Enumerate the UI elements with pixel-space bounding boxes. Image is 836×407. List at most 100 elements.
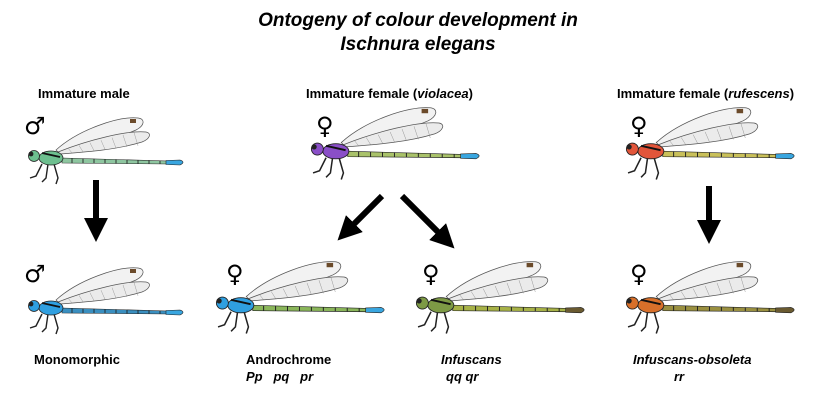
damselfly-monomorphic-male bbox=[28, 267, 184, 335]
wing-vein bbox=[271, 291, 276, 299]
eye bbox=[216, 298, 222, 304]
leg bbox=[325, 157, 334, 178]
thorax-stripe bbox=[41, 152, 61, 158]
wing-vein bbox=[111, 137, 117, 149]
leg bbox=[640, 311, 649, 332]
wing-vein bbox=[294, 285, 300, 296]
wing-vein bbox=[78, 145, 84, 152]
legs bbox=[29, 313, 59, 335]
leg bbox=[41, 163, 49, 183]
pterostigma bbox=[736, 262, 744, 268]
leg bbox=[312, 157, 327, 174]
thorax-stripe bbox=[230, 298, 251, 306]
wing-vein bbox=[704, 131, 710, 142]
eye bbox=[416, 298, 422, 304]
wing-vein bbox=[413, 126, 419, 140]
genotypes-androchrome: Pp pq pr bbox=[246, 369, 314, 384]
label-immature-male: Immature male bbox=[38, 86, 130, 101]
thorax-stripe bbox=[325, 144, 346, 152]
wing-vein bbox=[530, 277, 536, 293]
leg bbox=[640, 157, 649, 178]
leg bbox=[653, 157, 660, 180]
wing-vein bbox=[354, 140, 359, 146]
female-symbol: ♀ bbox=[316, 112, 334, 140]
leg bbox=[243, 311, 250, 334]
wing-vein bbox=[133, 282, 139, 296]
legs bbox=[29, 163, 59, 185]
pterostigma bbox=[736, 108, 744, 114]
leg bbox=[430, 311, 439, 332]
wing-vein bbox=[482, 288, 488, 298]
legs bbox=[417, 311, 450, 334]
leg bbox=[417, 311, 432, 328]
wing-vein bbox=[282, 288, 288, 298]
wing-vein bbox=[459, 294, 464, 300]
female-symbol: ♀ bbox=[422, 260, 440, 288]
abdomen-tip bbox=[775, 307, 795, 314]
wings bbox=[655, 261, 759, 302]
wing-vein bbox=[100, 290, 106, 300]
legs bbox=[312, 157, 345, 180]
wing-vein bbox=[740, 277, 746, 293]
label-immature-female-rufescens: Immature female (rufescens) bbox=[617, 86, 795, 101]
abdomen-tip bbox=[775, 153, 795, 160]
leg bbox=[53, 313, 59, 335]
wing-vein bbox=[259, 294, 264, 300]
thorax-stripe bbox=[41, 302, 61, 308]
leg bbox=[443, 311, 450, 334]
eye bbox=[311, 144, 317, 150]
leg bbox=[53, 163, 59, 185]
legs bbox=[627, 311, 660, 334]
wing-vein bbox=[669, 294, 674, 300]
abdomen-tip bbox=[565, 307, 585, 314]
wing-vein bbox=[728, 126, 734, 140]
pterostigma bbox=[421, 108, 429, 114]
eye bbox=[28, 301, 34, 307]
wings bbox=[55, 117, 150, 155]
wing-vein bbox=[401, 129, 407, 141]
label-monomorphic: Monomorphic bbox=[34, 352, 120, 367]
wing-vein bbox=[425, 123, 431, 139]
wings bbox=[340, 107, 444, 148]
abdomen-tip bbox=[460, 153, 480, 160]
wings bbox=[245, 261, 349, 302]
wing-vein bbox=[518, 280, 524, 294]
label-androchrome: Androchrome bbox=[246, 352, 332, 367]
eye bbox=[626, 298, 632, 304]
genotypes-infuscans-obsoleta: rr bbox=[674, 369, 685, 384]
thorax-stripe bbox=[430, 298, 451, 306]
wing-vein bbox=[67, 147, 73, 154]
damselfly-immature-female-rufescens bbox=[625, 107, 795, 180]
thorax-stripe bbox=[640, 298, 661, 306]
wing-vein bbox=[506, 283, 512, 295]
wing-vein bbox=[471, 291, 476, 299]
leg bbox=[653, 311, 660, 334]
wing-vein bbox=[89, 142, 95, 151]
damselfly-infuscans-female bbox=[415, 261, 585, 334]
wing-vein bbox=[692, 134, 698, 144]
leg bbox=[627, 157, 642, 174]
wing-vein bbox=[122, 134, 128, 148]
wing-vein bbox=[728, 280, 734, 294]
leg bbox=[41, 313, 49, 333]
wing-vein bbox=[89, 292, 95, 301]
wing-vein bbox=[716, 283, 722, 295]
arrow-violacea-to-androchrome bbox=[337, 193, 385, 241]
female-symbol: ♀ bbox=[630, 112, 648, 140]
wing-vein bbox=[122, 284, 128, 298]
damselfly-immature-male bbox=[28, 117, 184, 185]
wing-vein bbox=[692, 288, 698, 298]
arrow-violacea-to-infuscans bbox=[399, 193, 455, 249]
leg bbox=[627, 311, 642, 328]
leg bbox=[217, 311, 232, 328]
wing-vein bbox=[669, 140, 674, 146]
abdomen-tip bbox=[165, 159, 184, 166]
wing-vein bbox=[318, 280, 324, 294]
pterostigma bbox=[526, 262, 534, 268]
wing-vein bbox=[133, 132, 139, 146]
wing-vein bbox=[740, 123, 746, 139]
label-immature-female-violacea: Immature female (violacea) bbox=[306, 86, 473, 101]
label-infuscans: Infuscans bbox=[441, 352, 502, 367]
eye bbox=[28, 151, 34, 157]
wing-vein bbox=[494, 285, 500, 296]
